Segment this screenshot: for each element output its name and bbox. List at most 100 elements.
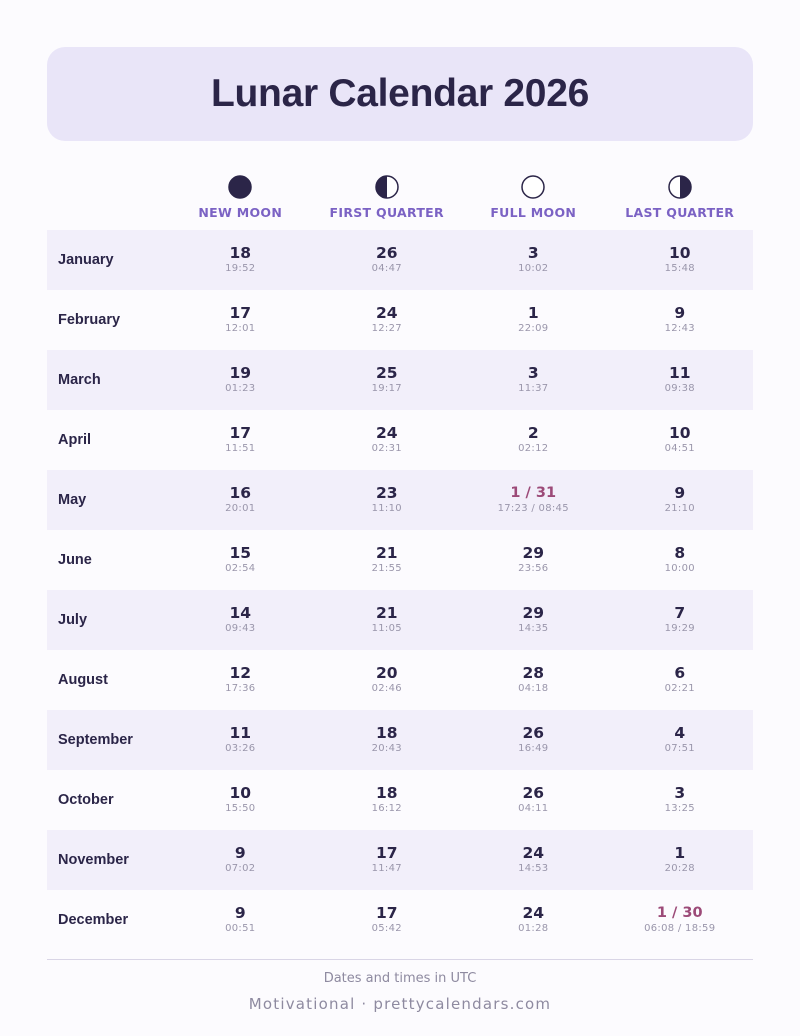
phase-day: 26 — [375, 244, 398, 262]
phase-day: 3 — [527, 244, 539, 262]
phase-cell: 18 19:52 — [167, 244, 314, 276]
page-title: Lunar Calendar 2026 — [211, 72, 589, 115]
phase-time: 07:51 — [664, 743, 695, 754]
phase-day: 29 — [522, 544, 545, 562]
phase-cell: 17 12:01 — [167, 304, 314, 336]
phase-cell: 24 01:28 — [460, 904, 607, 936]
phase-day: 1 — [527, 304, 539, 322]
table-row: May 16 20:01 23 11:10 1 / 31 17:23 / 08:45 9 21:… — [47, 470, 753, 530]
month-name: June — [58, 552, 92, 568]
month-name: September — [58, 732, 133, 748]
phase-day: 21 — [375, 604, 398, 622]
phase-day: 17 — [229, 304, 252, 322]
phase-cell: 24 14:53 — [460, 844, 607, 876]
timezone-note: Dates and times in UTC — [323, 971, 477, 986]
phase-time: 16:12 — [371, 803, 402, 814]
phase-day: 28 — [522, 664, 545, 682]
phase-cell: 3 10:02 — [460, 244, 607, 276]
footer-credit: Motivational · prettycalendars.com — [248, 995, 552, 1013]
phase-time: 22:09 — [518, 323, 549, 334]
phase-time: 05:42 — [371, 923, 402, 934]
month-name: December — [58, 912, 129, 928]
month-name: May — [58, 492, 87, 508]
table-row: June 15 02:54 21 21:55 29 23:56 8 10:00 — [47, 530, 753, 590]
full-moon-icon — [521, 175, 545, 199]
month-name: November — [58, 852, 129, 868]
phase-day: 10 — [668, 244, 691, 262]
table-row: April 17 11:51 24 02:31 2 02:12 10 04:51 — [47, 410, 753, 470]
phase-time: 02:21 — [664, 683, 695, 694]
phase-cell: 11 09:38 — [607, 364, 754, 396]
phase-time: 14:35 — [518, 623, 549, 634]
phase-cell: 7 19:29 — [607, 604, 754, 636]
phase-time: 19:52 — [225, 263, 256, 274]
phase-cell: 21 21:55 — [314, 544, 461, 576]
phase-time: 15:50 — [225, 803, 256, 814]
table-row: January 18 19:52 26 04:47 3 10:02 10 15:48 — [47, 230, 753, 290]
phase-day: 6 — [674, 664, 686, 682]
phase-time: 17:23 / 08:45 — [497, 503, 569, 514]
phase-day: 4 — [674, 724, 686, 742]
phase-day: 9 — [674, 304, 686, 322]
phase-cell: 18 20:43 — [314, 724, 461, 756]
phase-time: 12:01 — [225, 323, 256, 334]
table-row: December 9 00:51 17 05:42 24 01:28 1 / 30 06:08 … — [47, 890, 753, 950]
phase-cell: 10 15:48 — [607, 244, 754, 276]
phase-cell: 15 02:54 — [167, 544, 314, 576]
phase-time: 02:12 — [518, 443, 549, 454]
phase-column-new-moon: NEW MOON — [167, 170, 314, 228]
month-name: January — [58, 252, 114, 268]
phase-day: 17 — [229, 424, 252, 442]
phase-day: 18 — [375, 784, 398, 802]
month-name: July — [58, 612, 88, 628]
phase-day: 1 / 30 — [656, 905, 703, 921]
phase-time: 23:56 — [518, 563, 549, 574]
phase-cell: 12 17:36 — [167, 664, 314, 696]
title-banner: Lunar Calendar 2026 — [47, 47, 753, 141]
phase-day: 18 — [229, 244, 252, 262]
phase-time: 01:28 — [518, 923, 549, 934]
table-row: July 14 09:43 21 11:05 29 14:35 7 19:29 — [47, 590, 753, 650]
phase-day: 12 — [229, 664, 252, 682]
phase-time: 11:51 — [225, 443, 256, 454]
phase-cell: 26 04:11 — [460, 784, 607, 816]
phase-cell: 24 02:31 — [314, 424, 461, 456]
phase-day: 26 — [522, 724, 545, 742]
phase-time: 21:55 — [371, 563, 402, 574]
phase-label-new-moon: NEW MOON — [198, 205, 283, 220]
phase-time: 20:01 — [225, 503, 256, 514]
phase-cell: 1 / 31 17:23 / 08:45 — [460, 484, 607, 516]
phase-time: 02:46 — [371, 683, 402, 694]
phase-time: 21:10 — [664, 503, 695, 514]
phase-time: 04:11 — [518, 803, 549, 814]
first-quarter-moon-icon — [375, 175, 399, 199]
table-row: February 17 12:01 24 12:27 1 22:09 9 12:43 — [47, 290, 753, 350]
phase-time: 16:49 — [518, 743, 549, 754]
phase-cell: 4 07:51 — [607, 724, 754, 756]
phase-day: 26 — [522, 784, 545, 802]
phase-day: 11 — [229, 724, 252, 742]
phase-time: 00:51 — [225, 923, 256, 934]
phase-time: 06:08 / 18:59 — [644, 923, 716, 934]
phase-cell: 17 11:47 — [314, 844, 461, 876]
month-name: February — [58, 312, 121, 328]
phase-day: 1 / 31 — [510, 485, 557, 501]
phase-time: 02:54 — [225, 563, 256, 574]
phase-cell: 11 03:26 — [167, 724, 314, 756]
phase-day: 29 — [522, 604, 545, 622]
phase-day: 19 — [229, 364, 252, 382]
phase-day: 14 — [229, 604, 252, 622]
phase-cell: 9 12:43 — [607, 304, 754, 336]
phase-label-first-quarter: FIRST QUARTER — [329, 205, 444, 220]
phase-day: 24 — [375, 424, 398, 442]
phase-day: 10 — [229, 784, 252, 802]
last-quarter-moon-icon — [668, 175, 692, 199]
phase-day: 25 — [375, 364, 398, 382]
phase-time: 04:47 — [371, 263, 402, 274]
month-table: January 18 19:52 26 04:47 3 10:02 10 15:48 Februa… — [47, 230, 753, 950]
phase-cell: 25 19:17 — [314, 364, 461, 396]
phase-cell: 28 04:18 — [460, 664, 607, 696]
phase-cell: 17 05:42 — [314, 904, 461, 936]
phase-cell: 14 09:43 — [167, 604, 314, 636]
